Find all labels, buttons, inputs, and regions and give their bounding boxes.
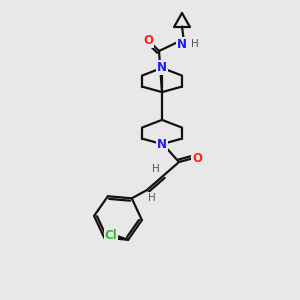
Text: O: O [143, 34, 153, 47]
Text: H: H [191, 39, 199, 49]
Text: N: N [177, 38, 187, 50]
Text: N: N [157, 138, 167, 151]
Text: O: O [192, 152, 202, 164]
Text: H: H [152, 164, 160, 174]
Text: H: H [148, 193, 156, 203]
Text: Cl: Cl [105, 229, 118, 242]
Text: N: N [157, 61, 167, 74]
